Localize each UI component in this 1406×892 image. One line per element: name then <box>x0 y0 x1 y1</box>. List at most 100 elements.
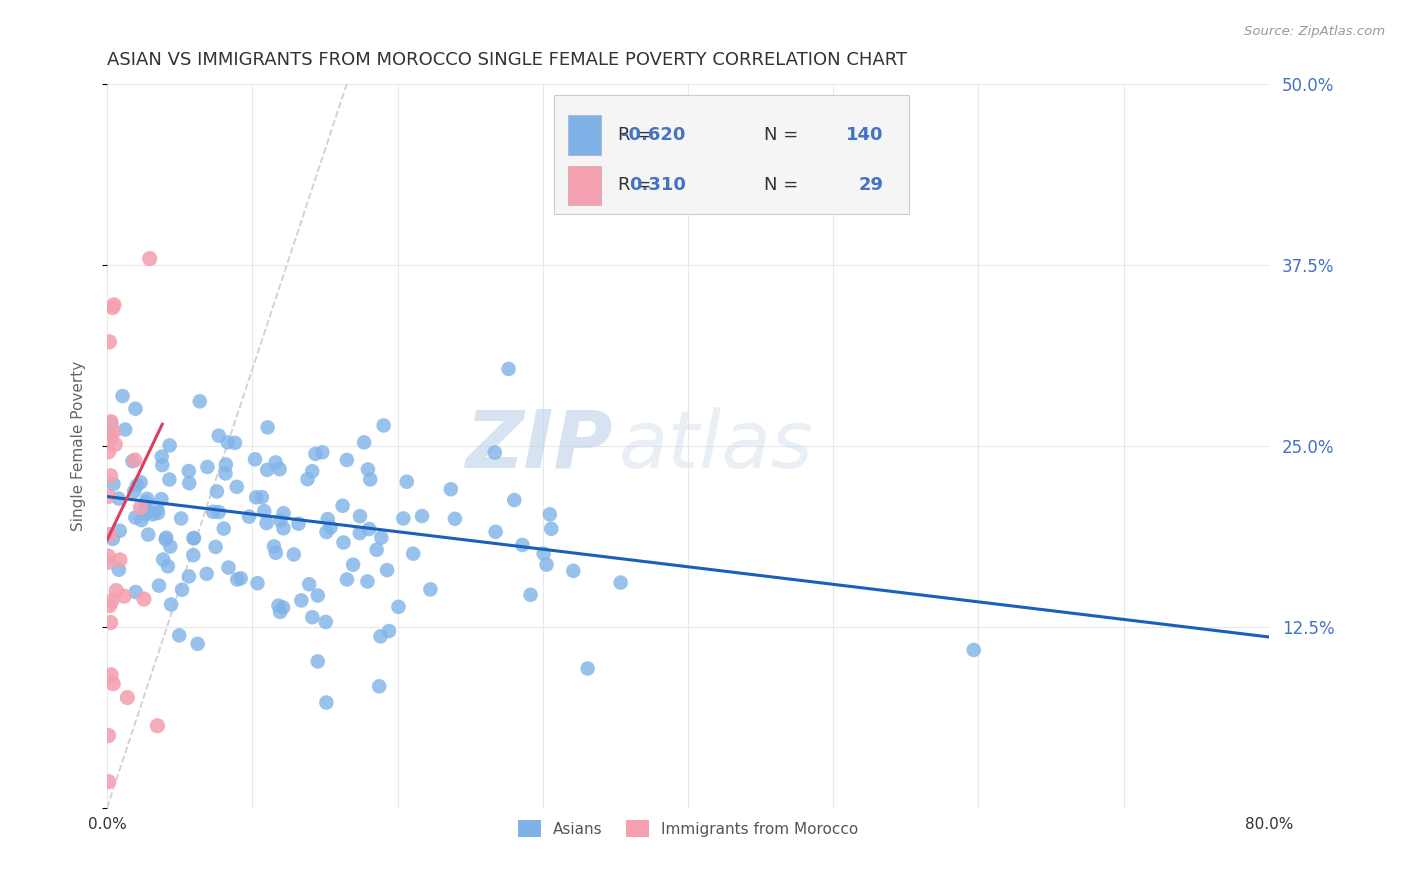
Point <box>264 455 287 469</box>
Point <box>188 394 211 409</box>
Point <box>108 563 131 577</box>
Point <box>124 401 146 416</box>
Point <box>155 531 177 545</box>
Point <box>108 553 131 567</box>
Point <box>132 592 155 607</box>
Point <box>273 506 295 520</box>
Point <box>243 452 266 467</box>
FancyBboxPatch shape <box>568 166 600 205</box>
Point <box>226 573 249 587</box>
Text: Source: ZipAtlas.com: Source: ZipAtlas.com <box>1244 25 1385 38</box>
Point <box>297 472 319 486</box>
Point <box>256 420 278 434</box>
Point <box>224 435 246 450</box>
Point <box>101 594 124 608</box>
Point <box>215 458 238 472</box>
Point <box>336 453 359 467</box>
Point <box>97 555 120 569</box>
Point <box>246 576 269 591</box>
Point <box>512 538 534 552</box>
Point <box>146 502 169 516</box>
Point <box>155 533 177 547</box>
Point <box>150 450 173 464</box>
Point <box>98 426 121 441</box>
Point <box>146 719 169 733</box>
Point <box>269 514 291 528</box>
Point <box>197 460 219 475</box>
Text: N =: N = <box>763 126 797 144</box>
Point <box>152 552 174 566</box>
Point <box>136 491 159 506</box>
Point <box>100 431 122 445</box>
Point <box>349 509 371 524</box>
Point <box>519 588 541 602</box>
Point <box>387 599 409 614</box>
Point <box>101 301 124 315</box>
Point <box>122 484 145 499</box>
Point <box>315 524 337 539</box>
Point <box>208 505 231 519</box>
Point <box>129 475 152 490</box>
Text: 29: 29 <box>858 177 883 194</box>
Point <box>217 435 239 450</box>
Point <box>375 563 398 577</box>
Point <box>609 575 631 590</box>
Point <box>319 520 342 534</box>
Point <box>273 521 295 535</box>
Point <box>356 574 378 589</box>
Point <box>146 506 169 520</box>
Point <box>250 490 273 504</box>
Point <box>315 696 337 710</box>
Point <box>256 516 278 530</box>
Point <box>225 480 247 494</box>
Point <box>125 478 148 492</box>
Point <box>212 522 235 536</box>
Point <box>101 676 124 690</box>
Point <box>100 615 122 630</box>
FancyBboxPatch shape <box>554 95 908 214</box>
Point <box>485 524 508 539</box>
Point <box>183 531 205 545</box>
Point <box>124 453 146 467</box>
Legend: Asians, Immigrants from Morocco: Asians, Immigrants from Morocco <box>512 814 865 844</box>
Point <box>208 428 231 442</box>
Point <box>103 477 125 491</box>
Point <box>392 511 415 525</box>
Point <box>342 558 364 572</box>
Point <box>267 599 290 613</box>
Point <box>104 437 127 451</box>
Point <box>290 593 312 607</box>
Point <box>229 571 252 585</box>
Point <box>167 628 190 642</box>
Point <box>402 547 425 561</box>
Point <box>536 558 558 572</box>
Point <box>98 527 121 541</box>
Text: -0.620: -0.620 <box>621 126 686 144</box>
Point <box>150 458 173 472</box>
Point <box>298 577 321 591</box>
Text: 140: 140 <box>845 126 883 144</box>
Point <box>204 540 226 554</box>
Point <box>136 527 159 541</box>
Point <box>395 475 418 489</box>
Point <box>444 512 467 526</box>
Point <box>100 468 122 483</box>
Point <box>304 447 326 461</box>
Point <box>238 509 260 524</box>
Point <box>538 508 561 522</box>
Text: 0.310: 0.310 <box>628 177 686 194</box>
Point <box>205 484 228 499</box>
Point <box>111 389 134 403</box>
Point <box>107 491 129 506</box>
Point <box>359 522 381 536</box>
Point <box>159 438 181 452</box>
Point <box>170 511 193 525</box>
Point <box>357 462 380 476</box>
Point <box>256 463 278 477</box>
Point <box>181 548 204 562</box>
Point <box>576 661 599 675</box>
Point <box>264 546 287 560</box>
Point <box>159 540 181 554</box>
Text: ASIAN VS IMMIGRANTS FROM MOROCCO SINGLE FEMALE POVERTY CORRELATION CHART: ASIAN VS IMMIGRANTS FROM MOROCCO SINGLE … <box>107 51 907 69</box>
Point <box>301 610 323 624</box>
